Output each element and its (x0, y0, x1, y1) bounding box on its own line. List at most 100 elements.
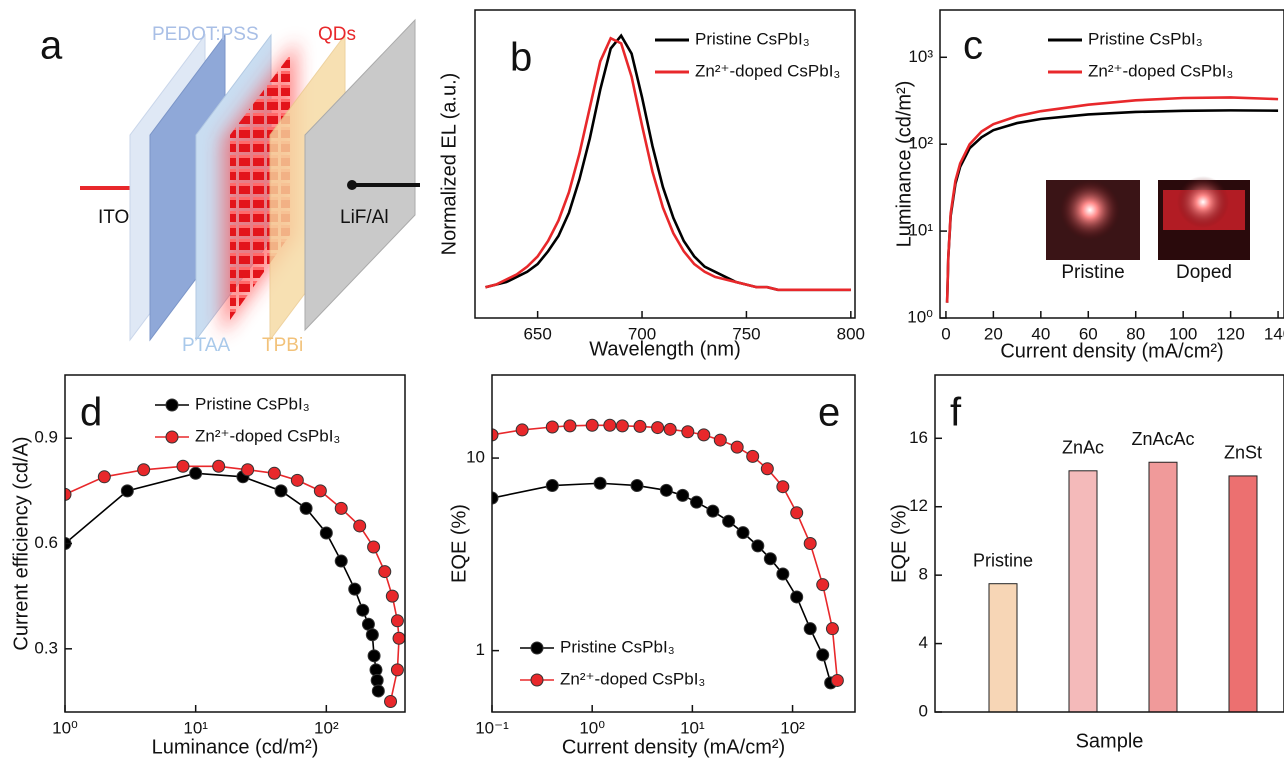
panel-label: b (510, 36, 532, 80)
y-tick-label: 10² (908, 134, 933, 153)
bar-label: Pristine (973, 550, 1033, 570)
series-line (945, 96, 1279, 303)
data-point (545, 479, 559, 493)
y-tick-label: 0.3 (34, 638, 58, 657)
axes-frame (491, 374, 856, 713)
photo-glow (1060, 180, 1120, 240)
panel-label: a (40, 24, 63, 68)
layer-label: ITO (98, 207, 129, 228)
y-tick-label: 16 (909, 428, 928, 447)
y-tick-label: 4 (919, 633, 928, 652)
legend-label: Pristine CsPbI₃ (1088, 29, 1203, 48)
plot-area (65, 459, 405, 708)
data-point (348, 582, 362, 596)
x-tick-label: 80 (1126, 324, 1145, 343)
y-tick-label: 10³ (908, 47, 933, 66)
panel-label: f (950, 391, 962, 435)
data-point (334, 501, 348, 515)
data-point (353, 519, 367, 533)
data-point (751, 539, 765, 553)
data-point (515, 423, 529, 437)
y-axis-label: EQE (%) (888, 504, 910, 583)
y-axis-label: Current efficiency (cd/A) (10, 436, 32, 650)
data-point (176, 459, 190, 473)
layer-label: PEDOT:PSS (152, 24, 259, 45)
panel-label: d (80, 391, 102, 435)
layer-label: QDs (318, 24, 356, 45)
data-point (790, 590, 804, 604)
data-point (722, 514, 736, 528)
data-point (378, 565, 392, 579)
series-line (492, 424, 839, 681)
legend-label: Pristine CsPbI₃ (195, 394, 310, 413)
data-point (790, 506, 804, 520)
legend-label: Pristine CsPbI₃ (695, 29, 810, 48)
data-point (690, 495, 704, 509)
x-tick-label: 800 (837, 324, 865, 343)
legend-marker (530, 641, 544, 655)
data-point (633, 419, 647, 433)
legend-label: Zn²⁺-doped CsPbI₃ (695, 61, 840, 80)
x-tick-label: 750 (732, 324, 760, 343)
layer-label: LiF/Al (340, 207, 389, 228)
data-point (803, 537, 817, 550)
x-tick-label: 10⁰ (579, 718, 605, 737)
x-tick-label: 700 (628, 324, 656, 343)
data-point (65, 487, 72, 501)
y-axis-label: EQE (%) (448, 504, 470, 583)
x-axis-label: Luminance (cd/m²) (152, 736, 319, 758)
data-point (681, 425, 695, 439)
data-point (385, 589, 399, 603)
x-tick-label: 10² (780, 718, 805, 737)
data-point (736, 526, 750, 540)
data-point (593, 476, 607, 490)
legend-marker (165, 430, 179, 444)
axes-frame (939, 9, 1284, 319)
data-point (763, 552, 777, 566)
x-tick-label: 650 (523, 324, 551, 343)
data-point (803, 622, 817, 636)
data-point (390, 614, 404, 628)
data-point (319, 526, 333, 540)
data-point (384, 694, 398, 708)
x-axis-label: Current density (mA/cm²) (562, 736, 785, 758)
x-tick-label: 10⁰ (52, 718, 78, 737)
legend-marker (530, 673, 544, 687)
data-point (776, 567, 790, 581)
y-tick-label: 8 (919, 565, 928, 584)
data-point (313, 484, 327, 498)
data-point (825, 622, 839, 636)
x-axis-label: Current density (mA/cm²) (1000, 340, 1223, 362)
axes-frame (474, 9, 856, 319)
data-point (492, 491, 499, 505)
data-point (816, 648, 830, 662)
legend-label: Zn²⁺-doped CsPbI₃ (195, 426, 340, 445)
data-point (603, 418, 617, 432)
y-tick-label: 0.6 (34, 533, 58, 552)
inset-label: Doped (1176, 262, 1232, 283)
legend-label: Zn²⁺-doped CsPbI₃ (560, 669, 705, 688)
data-point (706, 504, 720, 518)
y-tick-label: 0.9 (34, 428, 58, 447)
x-tick-label: 20 (984, 324, 1003, 343)
inset-photos: Pristine Doped (1046, 176, 1250, 283)
data-point (334, 554, 348, 568)
data-point (651, 421, 665, 435)
data-point (697, 428, 711, 442)
y-tick-label: 10¹ (908, 221, 933, 240)
data-point (390, 663, 404, 677)
y-tick-label: 10⁰ (907, 307, 933, 326)
legend-marker (165, 398, 179, 412)
data-point (545, 420, 559, 434)
data-point (274, 484, 288, 498)
data-point (97, 470, 111, 484)
x-tick-label: 60 (1079, 324, 1098, 343)
data-point (267, 466, 281, 480)
x-axis-label: Sample (1076, 730, 1144, 752)
inset-label: Pristine (1061, 262, 1124, 283)
data-point (241, 463, 255, 477)
data-point (615, 419, 629, 433)
data-point (659, 483, 673, 497)
data-point (746, 449, 760, 463)
